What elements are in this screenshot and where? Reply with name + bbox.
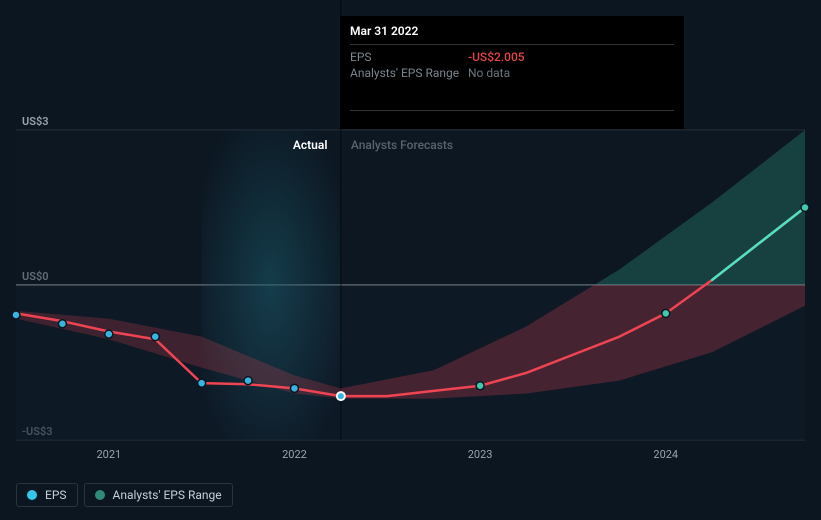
tooltip-row-value: -US$2.005 (468, 50, 525, 64)
legend-item[interactable]: Analysts' EPS Range (84, 483, 233, 507)
actual-section-label: Actual (293, 138, 328, 152)
tooltip-row-label: EPS (350, 50, 468, 64)
tooltip-date: Mar 31 2022 (350, 24, 674, 45)
forecast-section-label: Analysts Forecasts (351, 138, 453, 152)
svg-text:2022: 2022 (282, 448, 307, 461)
tooltip-row: EPS-US$2.005 (350, 49, 674, 65)
svg-text:2024: 2024 (653, 448, 678, 461)
tooltip-row-label: Analysts' EPS Range (350, 66, 468, 80)
tooltip-row: Analysts' EPS RangeNo data (350, 65, 674, 81)
svg-text:2021: 2021 (96, 448, 121, 461)
eps-forecast-chart: US$3US$0-US$32021202220232024 Actual Ana… (0, 0, 821, 520)
legend-item[interactable]: EPS (16, 483, 78, 507)
legend-label: Analysts' EPS Range (113, 488, 222, 502)
legend-swatch (27, 490, 37, 500)
svg-text:2023: 2023 (468, 448, 493, 461)
chart-tooltip: Mar 31 2022 EPS-US$2.005Analysts' EPS Ra… (340, 16, 684, 129)
legend: EPS Analysts' EPS Range (16, 483, 233, 507)
legend-label: EPS (45, 488, 67, 502)
tooltip-row-value: No data (468, 66, 510, 80)
svg-text:US$3: US$3 (22, 115, 49, 128)
legend-swatch (95, 490, 105, 500)
